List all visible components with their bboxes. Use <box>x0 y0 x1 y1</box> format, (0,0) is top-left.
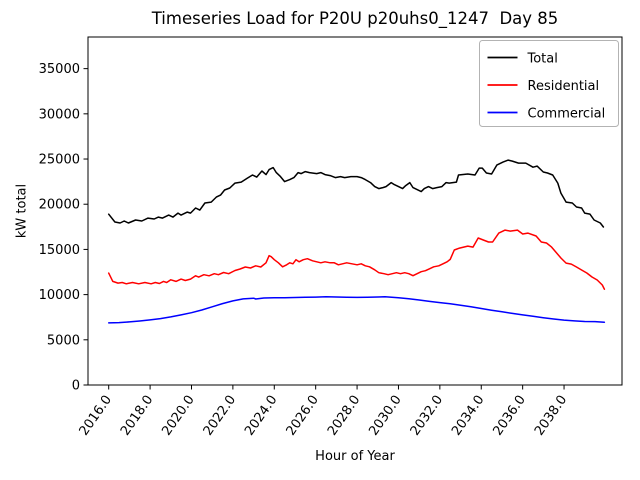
x-axis-tick-label: 2036.0 <box>491 393 529 439</box>
series-line-commercial <box>107 296 606 324</box>
y-axis-tick-label: 0 <box>72 379 80 394</box>
y-axis-tick-label: 20000 <box>39 198 80 213</box>
series-line-residential <box>107 229 606 290</box>
y-axis-tick-label: 30000 <box>39 107 80 122</box>
x-axis-tick-label: 2034.0 <box>449 393 487 439</box>
x-axis-tick-label: 2032.0 <box>408 393 446 439</box>
y-axis-tick-label: 25000 <box>39 153 80 168</box>
y-axis-tick-label: 5000 <box>47 333 80 348</box>
y-axis-label: kW total <box>14 183 30 239</box>
legend-label-total: Total <box>527 51 558 66</box>
x-axis-tick-label: 2026.0 <box>284 393 322 439</box>
legend-label-commercial: Commercial <box>528 106 606 121</box>
y-axis-tick-label: 35000 <box>39 62 80 77</box>
x-axis-tick-label: 2030.0 <box>366 393 404 439</box>
x-axis-tick-label: 2020.0 <box>159 393 197 439</box>
legend-box <box>479 40 619 127</box>
x-axis-tick-label: 2018.0 <box>118 393 156 439</box>
x-axis-label: Hour of Year <box>315 449 395 464</box>
x-axis-tick-label: 2016.0 <box>77 393 115 439</box>
x-axis-tick-label: 2038.0 <box>532 393 570 439</box>
x-axis-tick-label: 2028.0 <box>325 393 363 439</box>
legend-label-residential: Residential <box>528 79 600 94</box>
x-axis-tick-label: 2024.0 <box>242 393 280 439</box>
x-axis-tick-label: 2022.0 <box>201 393 239 439</box>
y-axis-tick-label: 15000 <box>39 243 80 258</box>
series-line-total <box>107 159 605 228</box>
chart-title: Timeseries Load for P20U p20uhs0_1247 Da… <box>151 9 559 28</box>
y-axis-tick-label: 10000 <box>39 288 80 303</box>
